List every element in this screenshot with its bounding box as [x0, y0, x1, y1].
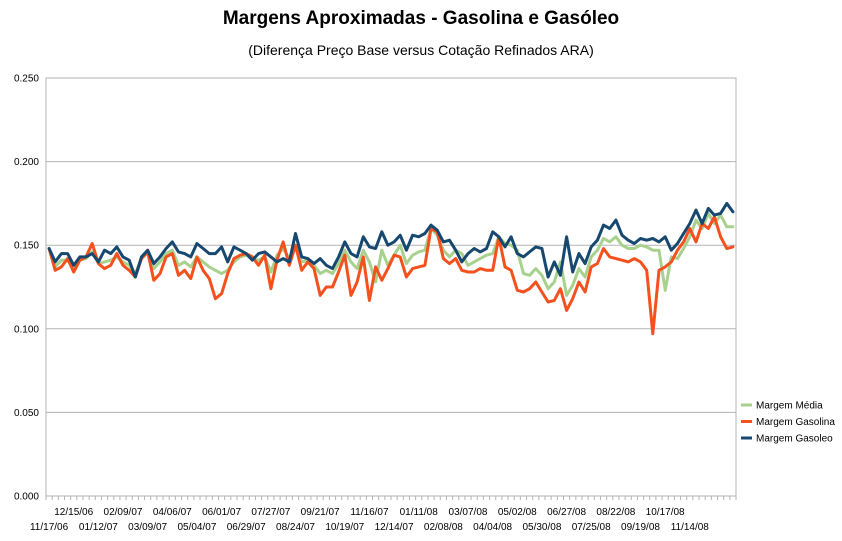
x-tick-label: 05/02/08 [498, 507, 537, 518]
x-axis: 11/17/06 01/12/07 03/09/07 05/04/07 06/29/07… [30, 496, 737, 533]
y-tick-label: 0.200 [14, 157, 39, 168]
x-tick-label: 10/19/07 [325, 522, 364, 533]
x-tick-label: 08/22/08 [596, 507, 635, 518]
x-tick-label: 06/27/08 [547, 507, 586, 518]
x-tick-label: 08/24/07 [276, 522, 315, 533]
y-tick-label: 0.250 [14, 74, 39, 85]
x-tick-label: 10/17/08 [646, 507, 685, 518]
series-lines [47, 201, 735, 336]
legend-label: Margem Gasolina [756, 417, 835, 428]
x-tick-label: 07/27/07 [251, 507, 290, 518]
chart-subtitle: (Diferença Preço Base versus Cotação Ref… [248, 42, 594, 58]
x-tick-label: 07/25/08 [572, 522, 611, 533]
legend: Margem Média Margem Gasolina Margem Gasole… [741, 401, 835, 445]
x-tick-label: 02/08/08 [424, 522, 463, 533]
x-tick-label: 03/09/07 [128, 522, 167, 533]
y-tick-label: 0.000 [14, 492, 39, 503]
series-line-1 [47, 211, 735, 297]
x-tick-label: 04/04/08 [473, 522, 512, 533]
x-tick-label: 12/15/06 [54, 507, 93, 518]
y-tick-label: 0.100 [14, 324, 39, 335]
x-tick-label: 09/19/08 [621, 522, 660, 533]
legend-label: Margem Média [756, 401, 823, 412]
y-axis: 0.000 0.050 0.100 0.150 0.200 0.250 [14, 74, 39, 503]
chart-title: Margens Aproximadas - Gasolina e Gasóleo [222, 8, 620, 29]
x-tick-label: 05/30/08 [522, 522, 561, 533]
x-tick-label: 03/07/08 [449, 507, 488, 518]
x-tick-label: 11/17/06 [30, 522, 69, 533]
series-line-2 [47, 215, 735, 336]
x-tick-label: 11/14/08 [671, 522, 710, 533]
x-tick-label: 04/06/07 [153, 507, 192, 518]
plot-area-border [45, 77, 737, 497]
y-tick-label: 0.150 [14, 241, 39, 252]
x-tick-label: 09/21/07 [301, 507, 340, 518]
x-tick-label: 12/14/07 [375, 522, 414, 533]
y-tick-label: 0.050 [14, 408, 39, 419]
series-line-3 [47, 201, 735, 279]
legend-label: Margem Gasoleo [756, 434, 833, 445]
x-tick-label: 05/04/07 [177, 522, 216, 533]
x-tick-label: 06/01/07 [202, 507, 241, 518]
x-tick-label: 01/11/08 [400, 507, 439, 518]
x-tick-label: 06/29/07 [227, 522, 266, 533]
x-tick-label: 11/16/07 [350, 507, 389, 518]
x-tick-label: 01/12/07 [79, 522, 118, 533]
x-tick-label: 02/09/07 [104, 507, 143, 518]
